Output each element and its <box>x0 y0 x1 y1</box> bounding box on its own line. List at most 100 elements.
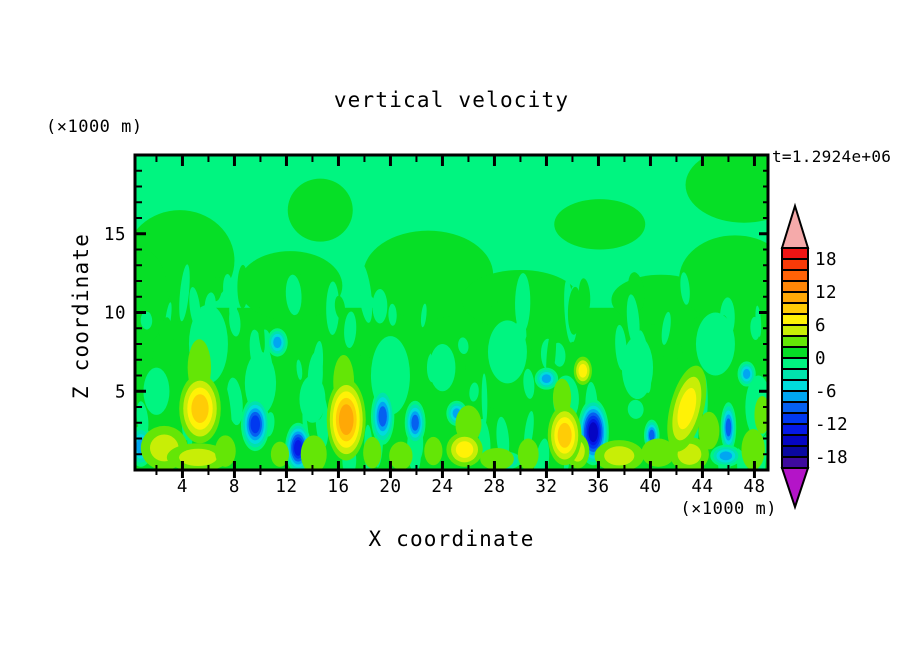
texture-streak <box>237 264 249 309</box>
texture-streak <box>334 295 346 320</box>
colorbar-segment <box>781 258 809 271</box>
texture-streak <box>296 359 303 380</box>
x-tick-label: 20 <box>379 477 401 497</box>
downdraft-ring <box>250 415 261 434</box>
colorbar-tick-label: 18 <box>815 250 837 270</box>
texture-streak <box>523 368 535 399</box>
x-axis-units-label: (×1000 m) <box>680 499 777 519</box>
x-tick-label: 48 <box>743 477 765 497</box>
plot-frame <box>133 153 770 472</box>
colorbar-segment <box>781 379 809 392</box>
colorbar-over-arrow <box>780 202 810 249</box>
updraft-ring <box>480 447 514 470</box>
updraft-ring <box>517 438 539 470</box>
texture-streak <box>456 279 465 301</box>
texture-streak <box>487 273 501 307</box>
texture-streak <box>285 274 302 316</box>
colorbar-segment <box>781 269 809 282</box>
texture-streak <box>661 311 671 345</box>
colorbar-segment <box>781 456 809 469</box>
colorbar-tick-label: -12 <box>815 415 848 435</box>
x-tick-label: 4 <box>177 477 188 497</box>
contour-field <box>135 155 768 470</box>
mint-patch <box>487 320 527 384</box>
downdraft-ring <box>719 451 733 461</box>
updraft-ring <box>179 448 218 467</box>
colorbar-segment <box>781 368 809 381</box>
colorbar-tick-label: 6 <box>815 316 826 336</box>
updraft-ring <box>741 429 765 470</box>
colorbar-segment <box>781 357 809 370</box>
mint-patch <box>429 344 456 392</box>
updraft-ring <box>300 435 327 470</box>
updraft-ring <box>270 441 290 467</box>
colorbar-segment <box>781 412 809 425</box>
texture-streak <box>179 264 190 322</box>
colorbar-segment <box>781 302 809 315</box>
colorbar-segment <box>781 434 809 447</box>
colorbar-tick-label: 12 <box>815 283 837 303</box>
mint-patch <box>695 312 735 376</box>
updraft-ring <box>389 441 413 470</box>
downdraft-ring <box>411 414 419 431</box>
updraft-ring <box>578 363 588 378</box>
texture-streak <box>521 288 530 311</box>
updraft-ring <box>424 436 443 466</box>
x-tick-label: 44 <box>691 477 713 497</box>
chart-title: vertical velocity <box>333 88 570 112</box>
x-tick-label: 12 <box>275 477 297 497</box>
downdraft-ring <box>725 418 732 437</box>
texture-streak <box>488 292 498 347</box>
texture-streak <box>626 294 640 347</box>
colorbar-segment <box>781 335 809 348</box>
updraft-ring <box>455 441 474 458</box>
texture-streak <box>469 382 479 402</box>
green-patch <box>554 199 646 250</box>
colorbar-segment <box>781 280 809 293</box>
texture-streak <box>388 303 397 326</box>
colorbar-segment <box>781 445 809 458</box>
texture-streak <box>643 390 651 436</box>
x-tick-label: 36 <box>587 477 609 497</box>
x-tick-label: 16 <box>327 477 349 497</box>
y-axis-units-label: (×1000 m) <box>46 117 143 137</box>
x-axis-title: X coordinate <box>368 527 535 551</box>
texture-streak <box>342 266 350 307</box>
texture-streak <box>229 294 238 319</box>
x-tick-label: 8 <box>229 477 240 497</box>
updraft-ring <box>677 387 697 430</box>
downdraft-ring <box>541 374 552 384</box>
colorbar-segment <box>781 423 809 436</box>
texture-streak <box>307 279 319 311</box>
x-tick-label: 40 <box>639 477 661 497</box>
downdraft-ring <box>588 422 598 443</box>
colorbar-tick-label: -6 <box>815 382 837 402</box>
updraft-ring <box>698 411 720 450</box>
texture-streak <box>344 311 357 348</box>
colorbar-segment <box>781 390 809 403</box>
updraft-ring <box>363 436 382 469</box>
texture-streak <box>143 312 152 330</box>
colorbar-segment <box>781 346 809 359</box>
texture-streak <box>223 273 233 305</box>
texture-streak <box>676 343 683 364</box>
texture-streak <box>158 317 174 374</box>
texture-streak <box>735 419 744 440</box>
texture-streak <box>642 278 658 325</box>
texture-streak <box>627 399 644 419</box>
x-tick-label: 32 <box>535 477 557 497</box>
mint-patch <box>299 375 326 423</box>
texture-streak <box>357 354 372 378</box>
y-tick-label: 5 <box>115 382 126 402</box>
green-patch <box>287 178 353 242</box>
updraft-ring <box>641 438 676 467</box>
downdraft-ring <box>378 406 387 427</box>
x-tick-label: 24 <box>431 477 453 497</box>
texture-streak <box>420 303 427 328</box>
x-tick-label: 28 <box>483 477 505 497</box>
updraft-ring <box>191 394 209 423</box>
green-patch <box>679 235 768 324</box>
updraft-ring <box>557 422 572 448</box>
axes <box>133 153 770 478</box>
